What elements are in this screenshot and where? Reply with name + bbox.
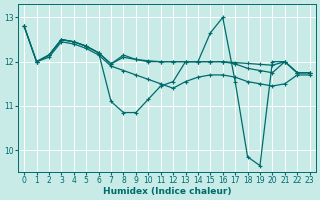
X-axis label: Humidex (Indice chaleur): Humidex (Indice chaleur) xyxy=(103,187,231,196)
